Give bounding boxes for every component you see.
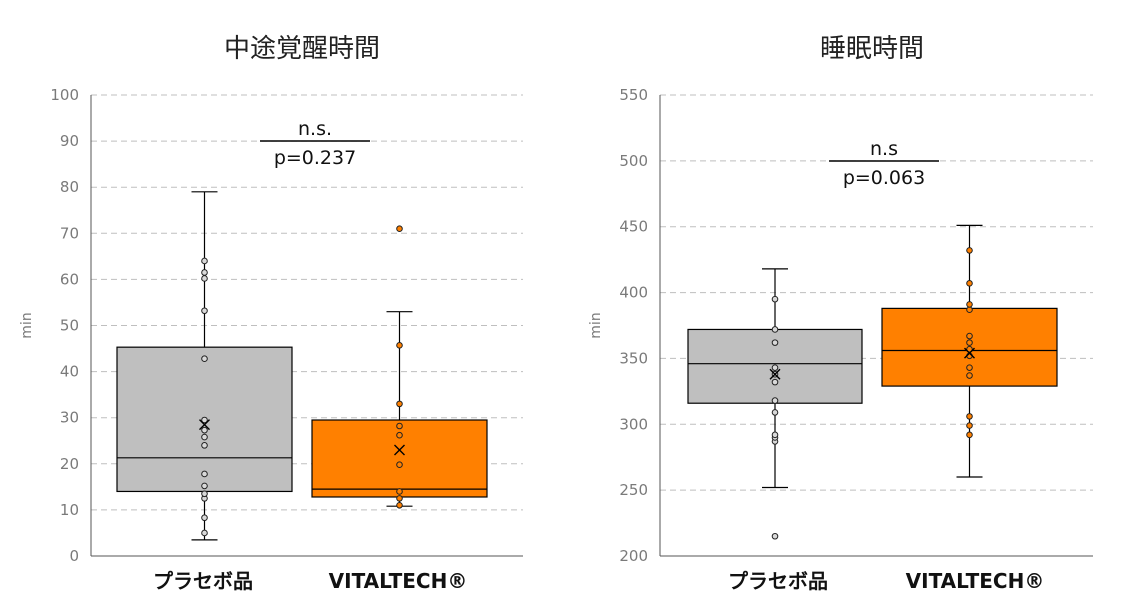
- significance-label: n.s.: [298, 118, 332, 140]
- data-point: [201, 275, 208, 282]
- data-point: [966, 413, 973, 420]
- y-tick-label: 100: [50, 86, 79, 104]
- data-point: [771, 378, 779, 386]
- category-label: VITALTECH®: [906, 569, 1045, 593]
- data-point: [771, 295, 779, 303]
- data-point: [966, 301, 973, 308]
- y-tick-label: 450: [619, 218, 648, 236]
- data-point: [201, 514, 208, 522]
- y-tick-label: 50: [60, 317, 79, 335]
- y-tick-label: 60: [60, 270, 79, 288]
- y-tick-label: 30: [60, 409, 79, 427]
- data-point: [396, 400, 403, 408]
- data-point: [201, 433, 208, 441]
- data-point: [966, 431, 973, 439]
- data-point: [201, 529, 208, 537]
- data-point: [201, 416, 208, 424]
- data-point: [966, 345, 973, 353]
- y-tick-label: 20: [60, 455, 79, 473]
- data-point: [966, 306, 973, 313]
- data-point: [771, 409, 779, 416]
- y-tick-label: 500: [619, 152, 648, 170]
- data-point: [201, 307, 208, 315]
- p-value-label: p=0.237: [274, 147, 356, 169]
- chart-title: 睡眠時間: [820, 34, 924, 64]
- data-point: [771, 431, 779, 439]
- y-axis-label: min: [588, 312, 604, 338]
- data-point: [396, 225, 403, 232]
- y-axis-label: min: [19, 312, 35, 338]
- y-tick-label: 550: [619, 86, 648, 104]
- data-point: [966, 339, 973, 346]
- data-point: [396, 488, 403, 495]
- data-point: [201, 355, 208, 362]
- mean-marker: [964, 347, 975, 359]
- data-point: [201, 426, 208, 434]
- p-value-label: p=0.063: [843, 167, 925, 189]
- y-tick-label: 350: [619, 349, 648, 367]
- y-tick-label: 80: [60, 178, 79, 196]
- data-point: [201, 257, 208, 265]
- y-tick-label: 70: [60, 224, 79, 242]
- data-point: [966, 247, 973, 254]
- data-point: [396, 461, 403, 469]
- y-tick-label: 400: [619, 284, 648, 302]
- data-point: [771, 364, 779, 371]
- category-label: プラセボ品: [728, 569, 828, 593]
- data-point: [771, 532, 779, 540]
- y-tick-label: 300: [619, 415, 648, 433]
- data-point: [201, 490, 208, 498]
- box-iqr: [311, 419, 488, 498]
- data-point: [966, 280, 973, 287]
- mean-marker: [394, 444, 405, 456]
- data-point: [966, 422, 973, 429]
- category-label: VITALTECH®: [329, 569, 468, 593]
- data-point: [396, 501, 403, 509]
- data-point: [201, 470, 208, 478]
- data-point: [966, 332, 973, 340]
- data-point: [771, 339, 779, 346]
- data-point: [201, 269, 208, 276]
- category-label: プラセボ品: [153, 569, 253, 593]
- significance-label: n.s: [870, 138, 898, 160]
- y-tick-label: 10: [60, 501, 79, 519]
- data-point: [396, 342, 403, 349]
- data-point: [396, 422, 403, 430]
- mean-marker: [769, 368, 781, 380]
- y-tick-label: 90: [60, 132, 79, 150]
- data-point: [771, 326, 779, 333]
- y-tick-label: 40: [60, 363, 79, 381]
- data-point: [396, 495, 403, 502]
- chart-title: 中途覚醒時間: [224, 34, 380, 64]
- y-tick-label: 250: [619, 481, 648, 499]
- y-tick-label: 0: [69, 547, 79, 565]
- data-point: [201, 482, 208, 490]
- data-point: [771, 397, 779, 404]
- data-point: [396, 431, 403, 439]
- data-point: [201, 442, 208, 449]
- y-tick-label: 200: [619, 547, 648, 565]
- mean-marker: [199, 419, 210, 431]
- data-point: [966, 372, 973, 379]
- data-point: [966, 364, 973, 371]
